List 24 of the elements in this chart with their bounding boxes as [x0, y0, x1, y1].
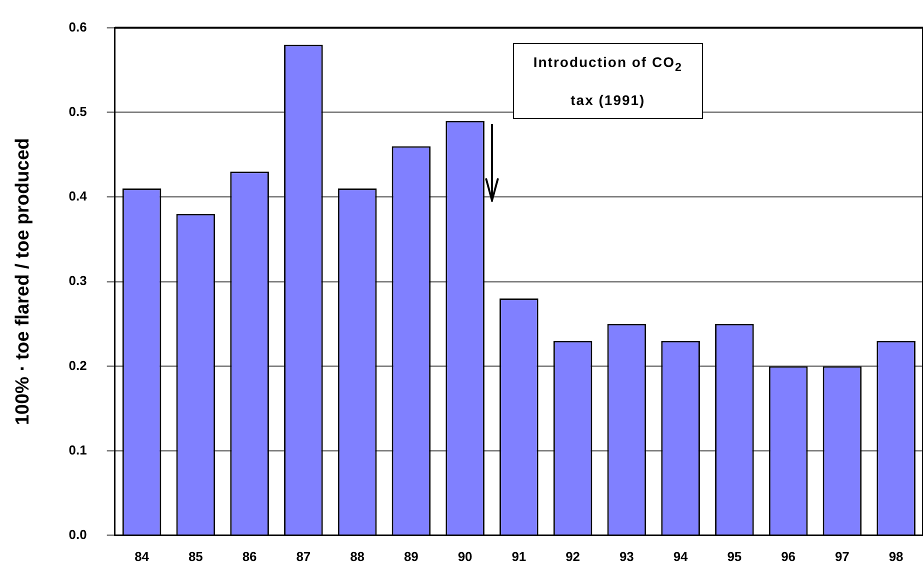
x-tick-label: 98 [888, 548, 904, 564]
x-tick-label: 96 [781, 548, 796, 564]
y-tick-label: 0.0 [68, 526, 87, 542]
x-tick-label: 95 [727, 548, 742, 564]
x-tick-label: 91 [512, 548, 526, 564]
x-tick-label: 90 [458, 548, 472, 564]
x-tick-label: 86 [242, 548, 257, 564]
x-tick-label: 94 [673, 548, 689, 564]
text: Introduction of CO$_{2}$ tax (1991) [533, 54, 682, 108]
y-axis-title: 100% · toe flared / toe produced [12, 138, 34, 426]
x-tick-label: 87 [296, 548, 311, 564]
x-tick-label: 93 [619, 548, 634, 564]
x-tick-label: 85 [188, 548, 203, 564]
y-tick-label: 0.5 [68, 104, 87, 119]
x-tick-label: 88 [350, 548, 365, 564]
x-tick-label: 97 [834, 548, 850, 564]
x-tick-label: 92 [566, 548, 580, 564]
y-tick-label: 0.2 [68, 358, 87, 373]
x-tick-label: 89 [404, 548, 418, 564]
y-tick-label: 0.6 [68, 19, 87, 34]
y-tick-label: 0.4 [68, 188, 88, 204]
y-tick-label: 0.1 [68, 442, 87, 458]
x-tick-label: 84 [134, 548, 150, 564]
y-tick-label: 0.3 [68, 273, 87, 288]
